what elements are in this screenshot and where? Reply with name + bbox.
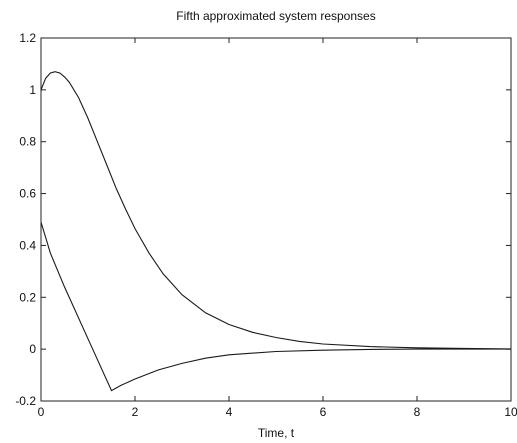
x-tick-label: 10: [504, 405, 517, 419]
y-tick-label: 0.2: [19, 290, 36, 304]
y-tick-label: 0.8: [19, 135, 36, 149]
y-axis: -0.2 0 0.2 0.4 0.6 0.8 1 1.2: [15, 31, 511, 408]
x-axis: 0 2 4 6 8 10: [38, 38, 517, 419]
x-tick-label: 6: [320, 405, 327, 419]
x-tick-label: 4: [226, 405, 233, 419]
y-tick-label: 1.2: [19, 31, 36, 45]
y-tick-label: 0.4: [19, 238, 36, 252]
x-tick-label: 2: [132, 405, 139, 419]
x-axis-label: Time, t: [258, 426, 295, 440]
chart-title: Fifth approximated system responses: [176, 9, 375, 23]
x-tick-label: 0: [38, 405, 45, 419]
y-tick-label: 1: [29, 83, 36, 97]
series-line-1: [40, 71, 512, 350]
y-tick-label: 0.6: [19, 187, 36, 201]
series-line-2: [40, 221, 511, 392]
y-tick-label: 0: [29, 342, 36, 356]
x-tick-label: 8: [414, 405, 421, 419]
y-tick-label: -0.2: [15, 394, 36, 408]
plot-frame: [40, 37, 512, 402]
plot-area: [40, 71, 512, 392]
